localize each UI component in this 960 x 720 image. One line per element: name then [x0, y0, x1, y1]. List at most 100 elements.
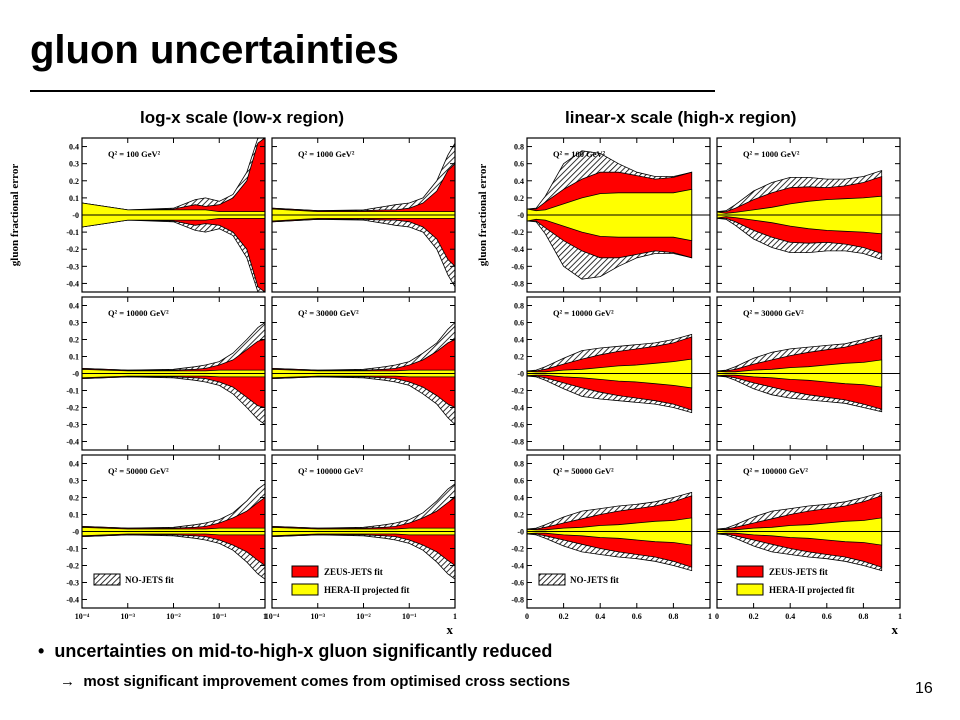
chart-panel: 0.8 0.6 0.4 0.2 -0 -0.2 -0.4 -0.6 -0.8 Q² = 100 G… [511, 137, 711, 293]
x-tick-label: 0 [715, 612, 719, 621]
legend-label-zeus: ZEUS-JETS fit [769, 567, 828, 577]
x-tick-label: 0.6 [822, 612, 832, 621]
legend-label-hera: HERA-II projected fit [769, 585, 854, 595]
legend-swatch-nojets [538, 573, 566, 586]
y-tick-label: -0.2 [511, 545, 524, 554]
y-tick-label: -0.2 [511, 228, 524, 237]
y-tick-label: -0.1 [66, 387, 79, 396]
x-axis-label: x [447, 622, 454, 637]
heading-linear-scale: linear-x scale (high-x region) [565, 108, 797, 127]
panel-q2-label: Q² = 10000 GeV² [553, 308, 614, 318]
y-tick-label: -0.6 [511, 579, 524, 588]
y-tick-label: -0 [72, 211, 79, 220]
bullet-marker: • [38, 641, 45, 661]
y-tick-label: 0.2 [514, 511, 524, 520]
y-tick-label: 0.1 [69, 511, 79, 520]
y-tick-label: 0.2 [69, 336, 79, 345]
y-tick-label: 0.8 [514, 143, 524, 152]
panel-q2-label: Q² = 100000 GeV² [743, 466, 808, 476]
y-tick-label: 0.4 [69, 143, 79, 152]
chart-panel: 0.8 0.6 0.4 0.2 -0 -0.2 -0.4 -0.6 -0.8 Q² = 10000… [511, 296, 711, 451]
panel-q2-label: Q² = 10000 GeV² [108, 308, 169, 318]
y-tick-label: -0.2 [66, 245, 79, 254]
y-tick-label: -0 [72, 528, 79, 537]
y-tick-label: -0.3 [66, 262, 79, 271]
bullet-point-2: → most significant improvement comes fro… [60, 673, 570, 690]
y-tick-label: -0.4 [511, 404, 524, 413]
legend-label-zeus: ZEUS-JETS fit [324, 567, 383, 577]
y-tick-label: 0.4 [514, 494, 524, 503]
y-axis-label: gluon fractional error [477, 164, 489, 267]
bullet-point-1: • uncertainties on mid-to-high-x gluon s… [38, 641, 552, 662]
x-tick-label: 10⁻² [356, 612, 371, 621]
x-tick-label: 0 [525, 612, 529, 621]
chart-panel: Q² = 1000 GeV² [716, 137, 901, 293]
y-tick-label: 0.8 [514, 302, 524, 311]
y-tick-label: -0.3 [66, 421, 79, 430]
chart-panel: 10⁻⁴ 10⁻³ 10⁻² 10⁻¹ 1 Q² = 100000 GeV² ZEUS-JE… [265, 454, 457, 621]
y-tick-label: 0.4 [69, 302, 79, 311]
page-number: 16 [915, 680, 933, 697]
y-tick-label: 0.1 [69, 194, 79, 203]
y-tick-label: -0 [517, 528, 524, 537]
y-tick-label: 0.2 [69, 494, 79, 503]
x-tick-label: 0.6 [632, 612, 642, 621]
y-tick-label: -0.3 [66, 579, 79, 588]
chart-panel: 0.4 0.3 0.2 0.1 -0 -0.1 -0.2 -0.3 -0.4 Q² = 10000… [66, 296, 266, 451]
legend-swatch-hera [736, 583, 764, 596]
y-tick-label: -0.4 [511, 245, 524, 254]
legend-swatch-hera [291, 583, 319, 596]
panel-q2-label: Q² = 30000 GeV² [298, 308, 359, 318]
y-tick-label: -0 [517, 211, 524, 220]
x-tick-label: 0.8 [668, 612, 678, 621]
x-tick-label: 10⁻¹ [402, 612, 417, 621]
y-tick-label: -0.2 [66, 404, 79, 413]
y-tick-label: 0.3 [69, 477, 79, 486]
y-tick-label: -0.6 [511, 262, 524, 271]
chart-panel: 0.4 0.3 0.2 0.1 -0 -0.1 -0.2 -0.3 -0.4 Q² = 100 G… [66, 137, 266, 293]
x-tick-label: 10⁻⁴ [265, 612, 280, 621]
legend-label-hera: HERA-II projected fit [324, 585, 409, 595]
y-tick-label: -0 [517, 370, 524, 379]
panel-q2-label: Q² = 100000 GeV² [298, 466, 363, 476]
y-tick-label: -0.8 [511, 438, 524, 447]
legend-label-nojets: NO-JETS fit [125, 575, 174, 585]
arrow-marker: → [60, 673, 75, 690]
x-tick-label: 1 [453, 612, 457, 621]
y-tick-label: 0.4 [514, 336, 524, 345]
y-tick-label: -0.1 [66, 228, 79, 237]
y-tick-label: -0.2 [511, 387, 524, 396]
panel-q2-label: Q² = 50000 GeV² [108, 466, 169, 476]
y-tick-label: -0.2 [66, 562, 79, 571]
x-tick-label: 10⁻³ [120, 612, 135, 621]
x-axis-label: x [892, 622, 899, 637]
y-tick-label: -0.1 [66, 545, 79, 554]
chart-figure: 0.4 0.3 0.2 0.1 -0 -0.1 -0.2 -0.3 -0.4 Q² = 100 G… [9, 137, 902, 637]
panel-q2-label: Q² = 30000 GeV² [743, 308, 804, 318]
chart-panel: Q² = 1000 GeV² [271, 137, 456, 293]
legend-swatch-zeus [291, 565, 319, 578]
chart-panel: 0.4 0.3 0.2 0.1 -0 -0.1 -0.2 -0.3 -0.4 10⁻⁴ 10⁻³ 10… [66, 454, 267, 621]
heading-log-scale: log-x scale (low-x region) [140, 108, 345, 127]
x-tick-label: 10⁻¹ [212, 612, 227, 621]
y-tick-label: -0.4 [66, 438, 79, 447]
y-tick-label: 0.6 [514, 477, 524, 486]
y-tick-label: -0.8 [511, 279, 524, 288]
y-tick-label: 0.1 [69, 353, 79, 362]
x-tick-label: 0.4 [785, 612, 795, 621]
y-tick-label: -0.4 [66, 596, 79, 605]
y-tick-label: 0.3 [69, 160, 79, 169]
x-tick-label: 1 [898, 612, 902, 621]
panel-q2-label: Q² = 100 GeV² [553, 149, 606, 159]
y-tick-label: 0.8 [514, 460, 524, 469]
y-tick-label: -0.4 [66, 279, 79, 288]
x-tick-label: 1 [708, 612, 712, 621]
chart-panel: 0.8 0.6 0.4 0.2 -0 -0.2 -0.4 -0.6 -0.80 0.2 0.4 0.6… [511, 454, 712, 621]
panel-q2-label: Q² = 1000 GeV² [298, 149, 355, 159]
y-tick-label: 0.2 [514, 353, 524, 362]
x-tick-label: 10⁻⁴ [75, 612, 90, 621]
title-rule [30, 90, 715, 92]
y-tick-label: -0.6 [511, 421, 524, 430]
y-axis-label: gluon fractional error [9, 164, 21, 267]
x-tick-label: 10⁻² [166, 612, 181, 621]
